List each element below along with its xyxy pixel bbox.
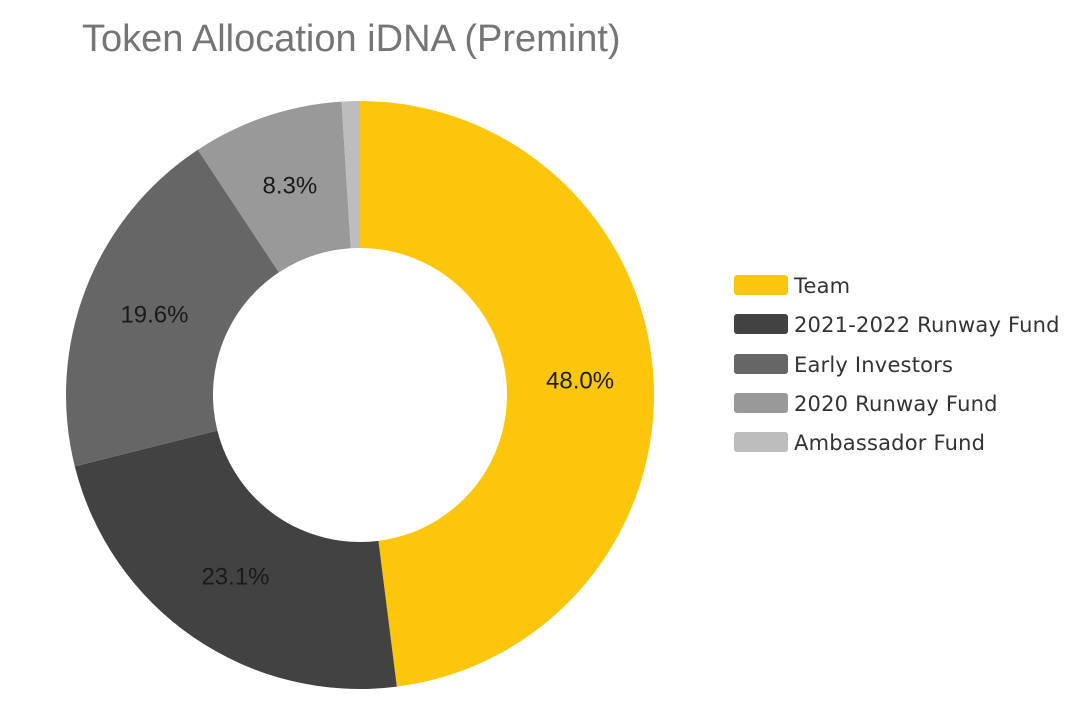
legend-label: Team [794, 274, 851, 298]
slice-2020-runway-fund [197, 101, 351, 273]
legend-swatch [734, 275, 788, 295]
data-label-early-investors: 19.6% [120, 302, 188, 329]
slice-team [360, 101, 654, 687]
slice-early-investors [65, 149, 279, 467]
slice-2021-2022-runway-fund [74, 430, 397, 689]
legend-label: 2020 Runway Fund [794, 391, 998, 416]
legend-label: 2021-2022 Runway Fund [794, 313, 1060, 338]
legend-swatch [734, 432, 788, 452]
slice-ambassador-fund [341, 101, 360, 249]
legend-label: Early Investors [794, 352, 954, 377]
legend-label: Ambassador Fund [794, 431, 986, 455]
data-label-2020-runway-fund: 8.3% [263, 172, 318, 199]
data-label-2021-2022-runway-fund: 23.1% [201, 563, 269, 590]
legend-swatch [734, 314, 788, 335]
chart-title: Token Allocation iDNA (Premint) [82, 18, 621, 60]
data-label-team: 48.0% [546, 368, 614, 395]
legend-swatch [734, 353, 788, 374]
legend-swatch [734, 392, 788, 413]
